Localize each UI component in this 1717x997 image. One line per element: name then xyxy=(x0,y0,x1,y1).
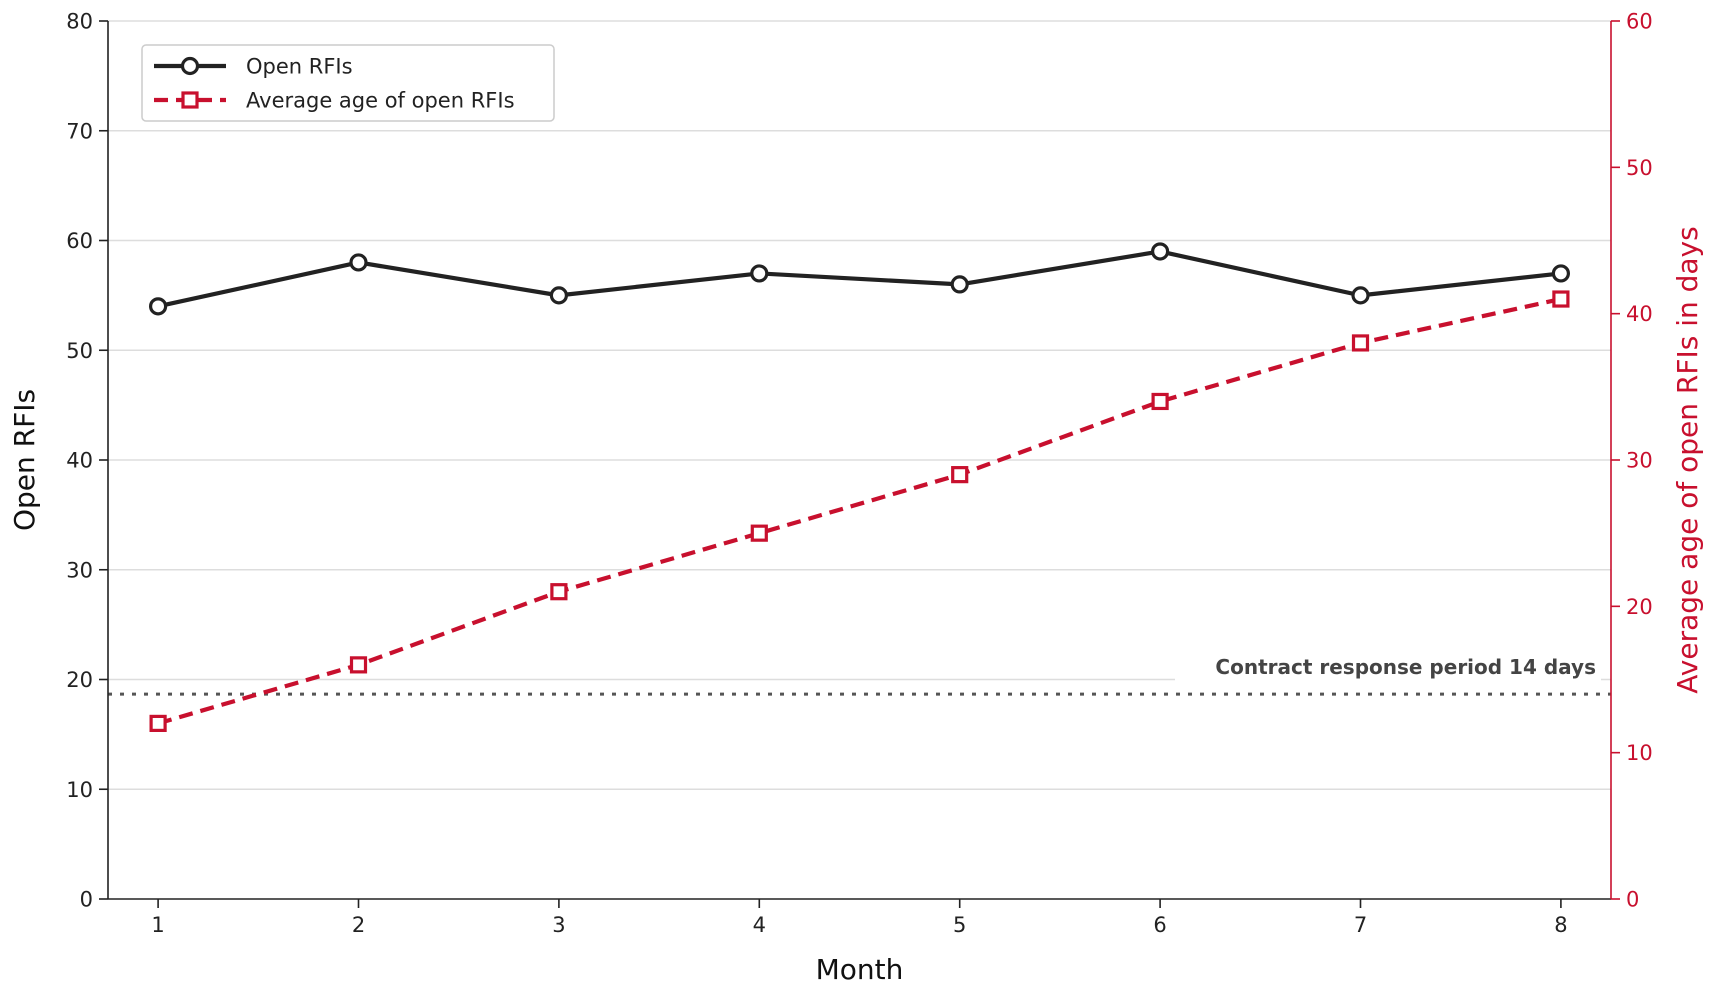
x-tick-label: 6 xyxy=(1153,913,1166,937)
series-line xyxy=(157,296,1562,726)
axes: 0 10 20 30 40 50 60 70 80 0 10 20 30 40 50 60 1 2 3 4 5 6 7 8 xyxy=(66,10,1652,938)
reference-line-group: Contract response period 14 days xyxy=(108,652,1611,696)
x-tick-label: 8 xyxy=(1554,913,1567,937)
y2-tick-label: 40 xyxy=(1626,302,1653,326)
y2-tick-label: 20 xyxy=(1626,595,1653,619)
data-point xyxy=(149,714,167,733)
legend-item[interactable]: Average age of open RFIs xyxy=(154,89,515,113)
data-point xyxy=(1351,286,1370,305)
data-point xyxy=(750,264,769,283)
gridlines xyxy=(108,20,1611,790)
y-tick-label: 50 xyxy=(66,339,93,363)
legend-marker xyxy=(180,56,200,76)
y2-tick-label: 60 xyxy=(1626,10,1653,34)
series-line xyxy=(156,249,1564,309)
data-point xyxy=(1150,242,1170,261)
x-tick-label: 1 xyxy=(151,913,164,937)
data-point xyxy=(1151,392,1169,411)
data-point xyxy=(349,656,368,674)
x-tick-label: 7 xyxy=(1354,913,1367,937)
y-tick-label: 20 xyxy=(66,668,93,692)
data-point xyxy=(149,297,168,316)
x-axis-title: Month xyxy=(816,953,904,986)
y2-tick-label: 10 xyxy=(1626,741,1653,765)
y2-tick-label: 50 xyxy=(1626,156,1653,180)
x-tick-label: 4 xyxy=(753,913,766,937)
legend-marker xyxy=(181,91,199,109)
y2-tick-label: 0 xyxy=(1626,888,1639,912)
series-open-rfis xyxy=(149,242,1571,316)
legend-item[interactable]: Open RFIs xyxy=(154,55,353,79)
data-point xyxy=(1351,334,1370,352)
reference-label-bg xyxy=(1175,652,1601,685)
data-point xyxy=(349,253,368,272)
y-tick-label: 70 xyxy=(66,119,93,143)
data-point xyxy=(1552,290,1570,308)
y-tick-label: 40 xyxy=(66,449,93,473)
data-point xyxy=(1551,264,1571,283)
y2-axis-title: Average age of open RFIs in days xyxy=(1671,226,1704,693)
y-axis-title: Open RFIs xyxy=(8,389,41,531)
legend[interactable]: Open RFIs Average age of open RFIs xyxy=(141,44,555,122)
data-point xyxy=(951,466,969,484)
y-tick-label: 60 xyxy=(66,229,93,253)
x-tick-label: 3 xyxy=(552,913,565,937)
y-tick-label: 30 xyxy=(66,558,93,582)
data-point xyxy=(950,275,969,294)
y-tick-label: 80 xyxy=(66,10,93,34)
series-average-age xyxy=(149,290,1570,733)
legend-label: Average age of open RFIs xyxy=(246,89,515,113)
legend-label: Open RFIs xyxy=(246,55,353,79)
reference-line-label: Contract response period 14 days xyxy=(1215,655,1596,679)
data-point xyxy=(549,286,569,305)
series-group xyxy=(149,242,1571,733)
y-tick-label: 10 xyxy=(66,778,93,802)
legend-box xyxy=(141,44,555,122)
y2-tick-label: 30 xyxy=(1626,449,1653,473)
data-point xyxy=(750,524,768,542)
data-point xyxy=(550,583,568,601)
x-tick-label: 2 xyxy=(352,913,365,937)
y-tick-label: 0 xyxy=(80,888,93,912)
x-tick-label: 5 xyxy=(953,913,966,937)
